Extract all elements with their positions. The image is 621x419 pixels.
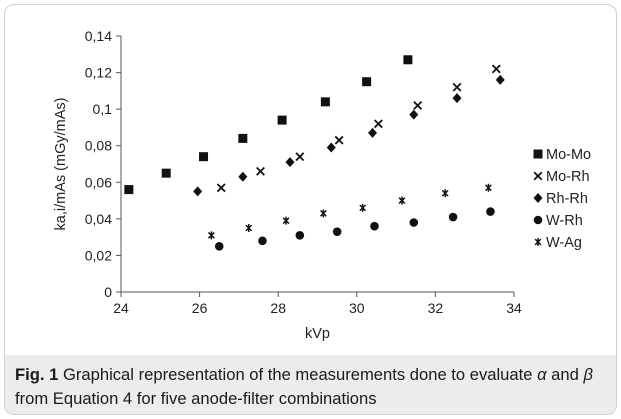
- data-point-w-ag: [441, 189, 449, 198]
- data-point-w-rh: [486, 207, 495, 216]
- legend-item-rh-rh: Rh-Rh: [533, 191, 588, 207]
- legend-item-mo-mo: Mo-Mo: [533, 147, 591, 163]
- legend-marker-rh-rh: [533, 193, 543, 203]
- caption-lead: Fig. 1: [15, 365, 59, 384]
- y-axis-label: ka,i/mAs (mGy/mAs): [53, 98, 69, 231]
- y-tick-label: 0,02: [85, 247, 112, 263]
- data-point-mo-mo: [161, 168, 171, 178]
- data-point-mo-rh: [373, 119, 383, 129]
- data-point-mo-mo: [320, 97, 330, 107]
- data-point-rh-rh: [452, 93, 462, 104]
- data-point-w-ag: [359, 203, 367, 212]
- data-point-w-ag: [485, 183, 492, 192]
- caption-text-1: Graphical representation of the measurem…: [58, 365, 538, 384]
- series-mo-rh: [216, 64, 501, 193]
- x-tick-label: 28: [270, 300, 286, 316]
- data-point-mo-mo: [238, 133, 248, 143]
- data-point-rh-rh: [326, 142, 336, 153]
- x-tick-label: 34: [506, 300, 522, 316]
- data-point-w-ag: [207, 231, 215, 240]
- legend-label-rh-rh: Rh-Rh: [546, 191, 588, 207]
- data-point-rh-rh: [368, 127, 378, 138]
- data-point-w-rh: [409, 218, 419, 227]
- series-w-ag: [207, 183, 492, 240]
- data-point-w-ag: [319, 209, 327, 218]
- legend-marker-mo-rh: [533, 171, 543, 181]
- x-axis-label: kVp: [305, 326, 330, 342]
- data-point-w-rh: [332, 227, 342, 236]
- data-point-rh-rh: [193, 186, 203, 197]
- y-tick-label: 0,1: [93, 101, 113, 117]
- legend-item-w-rh: W-Rh: [533, 213, 583, 229]
- scatter-chart: 0 0,02 0,04 0,06 0,08 0,1 0,12 0,14 24 26 28 30 32 34…: [53, 28, 591, 342]
- data-point-rh-rh: [285, 157, 295, 168]
- data-point-mo-rh: [256, 166, 265, 176]
- data-point-w-ag: [398, 196, 406, 205]
- x-tick-label: 30: [349, 300, 365, 316]
- y-tick-label: 0,06: [85, 174, 112, 190]
- legend-label-mo-mo: Mo-Mo: [546, 147, 591, 163]
- figure-caption: Fig. 1 Graphical representation of the m…: [15, 363, 608, 411]
- legend-marker-w-rh: [533, 215, 543, 225]
- y-tick-label: 0,04: [85, 211, 112, 227]
- y-tick-label: 0,08: [85, 138, 112, 154]
- series-mo-mo: [124, 55, 413, 195]
- data-point-mo-rh: [334, 135, 344, 145]
- x-tick-label: 32: [428, 300, 444, 316]
- data-point-mo-mo: [277, 115, 287, 125]
- data-point-mo-rh: [413, 101, 423, 110]
- data-point-mo-mo: [199, 152, 209, 162]
- data-point-w-rh: [214, 241, 224, 251]
- x-tick-label: 24: [113, 300, 129, 316]
- legend-label-w-ag: W-Ag: [546, 235, 582, 251]
- data-point-w-rh: [370, 221, 379, 231]
- legend-label-w-rh: W-Rh: [546, 213, 583, 229]
- chart-axes: 0 0,02 0,04 0,06 0,08 0,1 0,12 0,14 24 26 28 30 32 34…: [53, 28, 522, 342]
- data-point-mo-mo: [362, 77, 372, 87]
- data-point-w-ag: [245, 224, 253, 232]
- data-point-rh-rh: [409, 109, 419, 120]
- data-point-mo-mo: [124, 185, 134, 195]
- data-point-mo-mo: [403, 55, 413, 65]
- figure-frame: 0 0,02 0,04 0,06 0,08 0,1 0,12 0,14 24 26 28 30 32 34…: [4, 4, 617, 415]
- x-tick-label: 26: [192, 300, 208, 316]
- legend-marker-w-ag: [534, 238, 542, 246]
- data-point-mo-rh: [216, 183, 226, 193]
- chart-points: [124, 55, 505, 251]
- legend-marker-mo-mo: [533, 149, 543, 159]
- data-point-w-rh: [258, 236, 267, 246]
- data-point-rh-rh: [495, 74, 505, 85]
- legend-item-mo-rh: Mo-Rh: [533, 169, 590, 185]
- data-point-w-rh: [448, 212, 458, 222]
- chart-legend: Mo-Mo Mo-Rh Rh-Rh W-Rh W-Ag: [533, 147, 591, 251]
- legend-label-mo-rh: Mo-Rh: [546, 169, 590, 185]
- y-tick-label: 0: [104, 284, 112, 300]
- data-point-mo-rh: [295, 152, 305, 162]
- y-tick-label: 0,14: [85, 28, 112, 44]
- caption-band: Fig. 1 Graphical representation of the m…: [5, 355, 616, 414]
- caption-alpha: α: [537, 365, 547, 384]
- data-point-rh-rh: [238, 171, 248, 182]
- data-point-mo-rh: [491, 64, 501, 74]
- caption-text-3: from Equation 4 for five anode-filter co…: [15, 389, 377, 408]
- caption-beta: β: [583, 365, 593, 384]
- caption-text-2: and: [546, 365, 584, 384]
- data-point-mo-rh: [452, 82, 462, 92]
- legend-item-w-ag: W-Ag: [534, 235, 582, 251]
- series-w-rh: [214, 207, 495, 251]
- data-point-w-rh: [295, 231, 305, 240]
- y-tick-label: 0,12: [85, 65, 112, 81]
- series-rh-rh: [193, 74, 505, 197]
- data-point-w-ag: [282, 216, 290, 225]
